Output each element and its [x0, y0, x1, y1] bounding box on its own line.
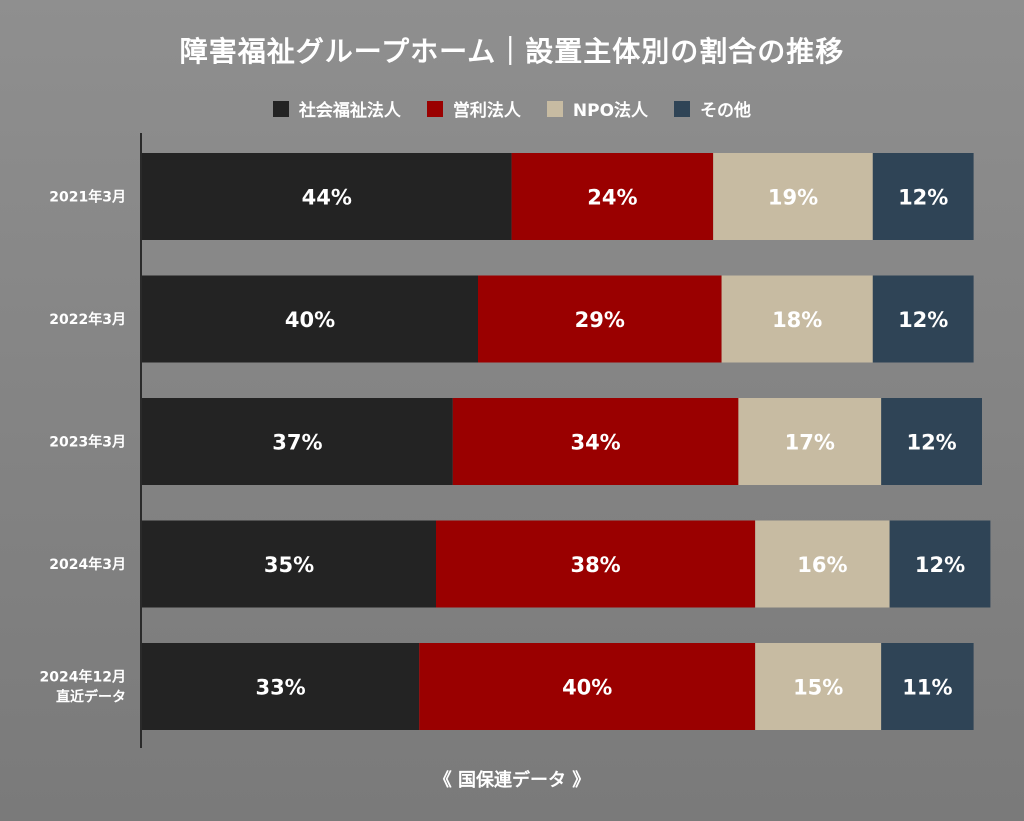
- legend-swatch-other: [674, 100, 691, 117]
- category-label-line: 直近データ: [56, 689, 126, 706]
- bar-value-label-2-1: 40%: [285, 308, 335, 332]
- category-label-line: 2023年3月: [49, 434, 126, 451]
- bar-value-label-1-3: 19%: [768, 186, 818, 210]
- bar-segment-1-4: [872, 153, 974, 240]
- legend-swatch-eiri: [426, 100, 443, 117]
- legend-label-eiri: 営利法人: [452, 101, 521, 121]
- bar-segment-1-1: [142, 153, 512, 240]
- bar-value-label-5-4: 11%: [902, 676, 952, 700]
- bar-segment-4-3: [755, 520, 890, 608]
- category-label-3: 2023年3月: [49, 434, 126, 451]
- bar-segment-3-1: [142, 398, 453, 485]
- bar-segment-3-4: [881, 398, 982, 485]
- category-label-2: 2022年3月: [49, 311, 126, 328]
- bar-value-label-4-2: 38%: [570, 553, 620, 577]
- bar-segment-4-2: [436, 520, 756, 608]
- bar-value-label-3-4: 12%: [906, 431, 956, 455]
- bar-segment-5-2: [419, 643, 756, 730]
- bar-value-label-3-1: 37%: [272, 431, 322, 455]
- category-label-line: 2024年12月: [40, 669, 126, 686]
- bar-segment-3-3: [738, 398, 882, 485]
- category-label-4: 2024年3月: [49, 556, 126, 573]
- bar-segment-3-2: [452, 398, 739, 485]
- bar-segment-2-3: [721, 275, 873, 363]
- category-label-1: 2021年3月: [49, 189, 126, 206]
- bar-segment-2-4: [872, 275, 974, 363]
- bar-segment-2-1: [142, 275, 478, 363]
- legend-label-other: その他: [700, 101, 752, 121]
- bar-value-label-2-2: 29%: [575, 308, 625, 332]
- category-label-5: 2024年12月直近データ: [40, 669, 126, 706]
- bar-segment-4-1: [142, 520, 436, 608]
- bar-value-label-1-4: 12%: [898, 186, 948, 210]
- category-label-line: 2021年3月: [49, 189, 126, 206]
- legend-label-shakai: 社会福祉法人: [298, 101, 401, 121]
- bar-value-label-2-4: 12%: [898, 308, 948, 332]
- bar-value-label-4-1: 35%: [264, 553, 314, 577]
- bar-segment-5-1: [142, 643, 420, 730]
- bar-segment-5-4: [881, 643, 974, 730]
- legend-item-eiri: 営利法人: [426, 96, 521, 121]
- chart-title: 障害福祉グループホーム｜設置主体別の割合の推移: [179, 35, 845, 68]
- bar-value-label-3-2: 34%: [570, 431, 620, 455]
- legend-item-npo: NPO法人: [546, 96, 649, 121]
- bar-value-label-5-3: 15%: [793, 676, 843, 700]
- bar-value-label-5-2: 40%: [562, 676, 612, 700]
- category-label-line: 2022年3月: [49, 311, 126, 328]
- legend-swatch-npo: [546, 100, 563, 117]
- bar-value-label-1-1: 44%: [302, 186, 352, 210]
- legend-item-shakai: 社会福祉法人: [272, 96, 401, 121]
- legend-swatch-shakai: [272, 100, 289, 117]
- bar-value-label-4-4: 12%: [915, 553, 965, 577]
- bar-segment-2-2: [478, 275, 722, 363]
- source-note: 《 国保連データ 》: [433, 770, 591, 791]
- bar-segment-5-3: [755, 643, 882, 730]
- bar-segment-4-4: [889, 520, 991, 608]
- legend-item-other: その他: [674, 96, 751, 121]
- legend-label-npo: NPO法人: [572, 101, 649, 121]
- bar-value-label-3-3: 17%: [785, 431, 835, 455]
- bar-value-label-1-2: 24%: [587, 186, 637, 210]
- bar-segment-1-2: [511, 153, 714, 240]
- bar-value-label-2-3: 18%: [772, 308, 822, 332]
- bar-value-label-5-1: 33%: [255, 676, 305, 700]
- bar-segment-1-3: [713, 153, 873, 240]
- bar-value-label-4-3: 16%: [797, 553, 847, 577]
- category-label-line: 2024年3月: [49, 556, 126, 573]
- legend: 社会福祉法人 営利法人 NPO法人 その他: [0, 96, 1024, 121]
